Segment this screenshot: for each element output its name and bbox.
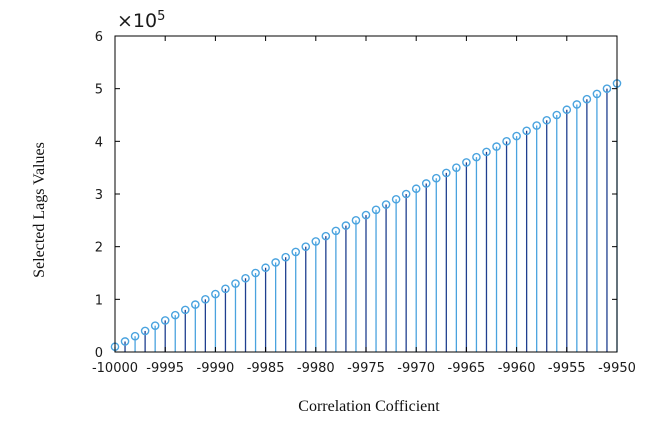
stem-marker [291,247,301,257]
y-tick-label: 0 [95,346,103,361]
y-tick-labels: 0 1 2 3 4 5 6 [95,30,103,361]
stem-marker [502,137,511,146]
stem-marker [411,184,421,194]
x-tick-labels: -10000 -9995 -9990 -9985 -9980 -9975 -9970 -996… [92,361,636,376]
stem-marker [311,237,321,246]
x-tick-label: -9995 [146,361,184,376]
stem-marker [351,216,361,225]
x-tick-label: -9960 [498,361,536,376]
stem-marker [492,142,501,151]
stem-marker [542,115,552,125]
stem-marker [472,152,481,162]
stem-marker [341,221,351,230]
y-tick-label: 5 [95,83,103,98]
x-tick-label: -9950 [598,361,636,376]
x-tick-label: -9980 [297,361,335,376]
stem-marker [241,273,250,283]
stem-marker [331,226,341,236]
stem-marker [482,147,491,157]
x-tick-label: -9955 [548,361,586,376]
stem-series [110,79,622,352]
y-exponent-power: 5 [157,9,165,24]
stem-marker [201,295,210,304]
stem-marker [361,210,371,220]
axis-ticks [114,35,618,353]
stem-marker [120,337,130,346]
stem-marker [281,252,290,262]
y-exponent-label: ×105 [117,9,165,32]
y-tick-label: 1 [95,293,103,308]
x-tick-label: -9970 [397,361,435,376]
stem-marker [381,200,391,209]
x-tick-label: -9990 [197,361,235,376]
x-tick-label: -9965 [448,361,486,376]
x-tick-label: -9975 [347,361,385,376]
stem-marker [160,316,170,325]
stem-marker [140,326,150,336]
stem-marker [180,305,190,315]
y-tick-label: 2 [95,241,103,256]
x-axis-title: Correlation Cofficient [298,398,440,415]
stem-marker [562,105,572,115]
y-tick-label: 3 [95,188,103,203]
stem-marker [532,121,541,130]
stem-marker [170,310,180,320]
stem-marker [552,110,562,120]
stem-marker [512,131,521,141]
stem-marker [592,89,602,99]
stem-marker [261,263,270,273]
stem-marker [582,94,592,104]
y-tick-label: 6 [95,30,103,45]
y-exponent-base: ×10 [117,10,157,32]
stem-marker [150,321,160,330]
x-tick-label: -9985 [247,361,285,376]
stem-marker [251,268,260,278]
stem-marker [522,126,531,136]
stem-marker [371,205,381,215]
stem-marker [321,231,331,241]
stem-marker [602,84,612,93]
stem-marker [572,100,582,109]
stem-marker [442,168,451,178]
stem-marker [191,300,200,309]
stem-marker [211,289,220,299]
stem-marker [401,189,411,199]
y-tick-label: 4 [95,135,103,150]
stem-marker [231,279,240,288]
stem-marker [452,163,461,172]
y-axis-title: Selected Lags Values [31,142,48,278]
stem-marker [221,284,230,294]
stem-marker [421,179,431,188]
stem-marker [462,158,471,167]
stem-marker [271,258,280,267]
stem-marker [130,331,140,341]
stem-marker [391,194,401,204]
stem-marker [431,173,441,183]
x-tick-label: -10000 [92,361,138,376]
stem-marker [301,242,311,251]
